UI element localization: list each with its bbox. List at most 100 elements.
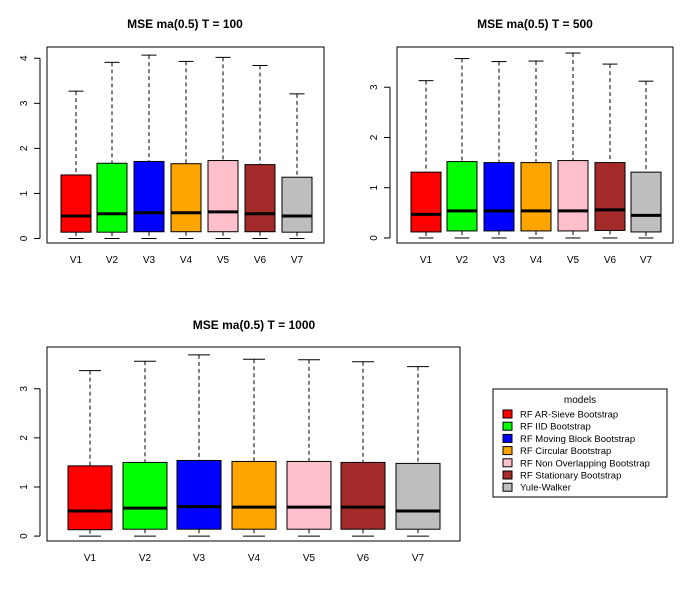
panel-title: MSE ma(0.5) T = 1000 [193,318,316,332]
x-tick-label: V6 [604,255,617,266]
y-axis: 0 1 2 3 [19,386,41,539]
box-v1 [67,370,113,537]
box-iqr [594,162,626,231]
box-v1 [410,80,442,239]
box-group [60,54,313,239]
box-v2 [96,61,128,239]
x-axis: V1 V2 V3 V4 V5 V6 V7 [420,255,653,266]
panel-mse-t1000: MSE ma(0.5) T = 1000 0 1 2 3 V1 V2 V3 V4 V5 V6 V7 [19,318,461,564]
y-axis: 0 1 2 3 4 [19,55,41,241]
x-tick-label: V6 [357,553,370,564]
legend-label: RF Stationary Bootstrap [520,471,621,482]
y-tick-label: 0 [19,533,30,539]
legend-label: RF IID Bootstrap [520,422,591,433]
legend-label: RF Moving Block Bootstrap [520,434,635,445]
box-iqr [557,160,589,232]
legend-label: RF Non Overlapping Bootstrap [520,458,650,469]
box-iqr [410,171,442,233]
plot-frame [396,46,674,244]
box-iqr [96,162,128,233]
box-v5 [557,52,589,239]
x-tick-label: V2 [456,255,469,266]
box-iqr [133,160,165,233]
box-iqr [483,162,515,232]
y-tick-label: 0 [19,235,30,241]
legend-title: models [564,395,596,406]
y-tick-label: 0 [369,235,380,241]
box-v5 [207,56,239,239]
legend-swatch [502,470,513,480]
x-tick-label: V7 [640,255,653,266]
y-tick-label: 3 [19,100,30,106]
x-tick-label: V5 [567,255,580,266]
box-v3 [483,61,515,239]
legend-swatch [502,458,513,468]
box-v7 [395,366,441,537]
x-tick-label: V7 [412,553,425,564]
legend-box [492,388,668,498]
panel-mse-t500: MSE ma(0.5) T = 500 0 1 2 3 V1 V2 V3 V4 V5 V6 V7 [369,17,674,266]
x-tick-label: V3 [143,255,156,266]
x-tick-label: V1 [84,553,97,564]
y-tick-label: 3 [19,386,30,392]
legend-swatch [502,446,513,456]
box-iqr [244,164,276,233]
panel-mse-t100: MSE ma(0.5) T = 100 0 1 2 3 4 V1 V2 V3 V4 V5 V6 V7 [19,17,325,266]
y-tick-label: 2 [19,435,30,441]
x-tick-label: V4 [248,553,261,564]
box-v2 [122,360,168,537]
plot-frame [46,346,461,542]
legend-label: Yule-Walker [520,483,571,494]
legend-label: RF AR-Sieve Bootstrap [520,410,618,421]
x-tick-label: V2 [106,255,119,266]
x-tick-label: V2 [139,553,152,564]
x-axis: V1 V2 V3 V4 V5 V6 V7 [70,255,304,266]
panel-title: MSE ma(0.5) T = 100 [127,17,243,31]
box-group [410,52,662,239]
box-iqr [207,160,239,233]
legend-swatch [502,421,513,431]
legend-label: RF Circular Bootstrap [520,446,611,457]
box-v3 [176,354,222,537]
y-tick-label: 1 [19,484,30,490]
x-tick-label: V1 [420,255,433,266]
x-tick-label: V1 [70,255,83,266]
box-v2 [446,58,478,239]
panel-title: MSE ma(0.5) T = 500 [477,17,593,31]
box-iqr [630,171,662,233]
legend-swatch [502,433,513,443]
box-v6 [340,361,386,537]
legend-swatch [502,482,513,492]
y-tick-label: 3 [369,84,380,90]
y-tick-label: 2 [369,134,380,140]
x-axis: V1 V2 V3 V4 V5 V6 V7 [84,553,425,564]
x-tick-label: V5 [303,553,316,564]
box-v4 [170,60,202,239]
box-iqr [520,162,552,232]
box-v1 [60,90,92,239]
box-iqr [446,161,478,232]
box-v4 [231,358,277,537]
box-iqr [231,460,277,530]
box-v5 [286,359,332,537]
x-tick-label: V5 [217,255,230,266]
box-iqr [122,461,168,530]
box-v4 [520,60,552,239]
x-tick-label: V3 [193,553,206,564]
box-group [67,354,441,537]
x-tick-label: V3 [493,255,506,266]
y-tick-label: 2 [19,145,30,151]
box-v6 [594,63,626,239]
box-iqr [170,163,202,233]
box-v6 [244,64,276,239]
x-tick-label: V6 [254,255,267,266]
x-tick-label: V7 [291,255,304,266]
box-iqr [395,462,441,530]
x-tick-label: V4 [530,255,543,266]
y-axis: 0 1 2 3 [369,84,391,241]
box-iqr [60,174,92,233]
box-v7 [281,93,313,239]
